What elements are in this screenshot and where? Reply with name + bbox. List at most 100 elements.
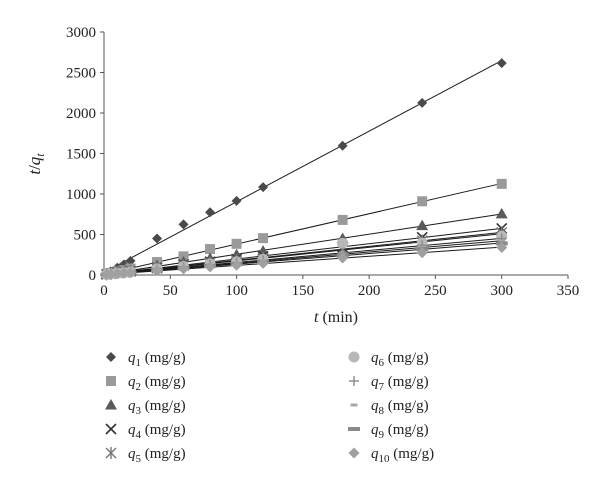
axis-labels: t/qt t (min) — [25, 153, 358, 326]
legend-marker-icon — [105, 447, 117, 459]
legend-item-3: q3 (mg/g) — [105, 398, 186, 417]
legend-marker-icon — [348, 427, 360, 431]
x-tick-label: 0 — [100, 283, 108, 299]
legend-item-2: q2 (mg/g) — [106, 374, 186, 393]
y-tick-label: 1000 — [66, 187, 96, 203]
legend-label: q6 (mg/g) — [371, 350, 429, 369]
legend-marker-icon — [349, 376, 359, 386]
legend-label: q8 (mg/g) — [371, 398, 429, 417]
legend-marker-icon — [106, 352, 116, 362]
legend-label-sub: 1 — [136, 357, 142, 369]
y-tick-label: 0 — [89, 268, 97, 284]
legend-label-sub: 4 — [136, 429, 142, 441]
y-axis-label-sub: t — [33, 153, 47, 157]
data-point — [205, 244, 216, 255]
data-point — [204, 261, 216, 273]
data-point — [257, 257, 269, 269]
legend-label: q2 (mg/g) — [128, 374, 186, 393]
legend-label: q7 (mg/g) — [371, 374, 429, 393]
y-axis-label-t: t — [25, 169, 44, 175]
data-point — [496, 241, 508, 253]
legend-label-q: q — [128, 350, 136, 366]
axes: 0 500 1000 1500 2000 2500 3000 0 50 100 150 200 250 3… — [66, 25, 579, 299]
x-tick-label: 200 — [358, 283, 381, 299]
data-point — [205, 207, 216, 218]
data-point — [151, 265, 163, 277]
data-point — [152, 233, 163, 244]
legend-label-q: q — [371, 422, 379, 438]
fit-lines — [103, 60, 502, 276]
x-tick-label: 300 — [490, 283, 513, 299]
data-point — [258, 233, 269, 244]
trend-line-series-6 — [103, 233, 502, 275]
x-tick-label: 100 — [225, 283, 248, 299]
data-point — [417, 196, 428, 207]
y-axis-label-q: q — [25, 156, 44, 165]
trend-line-series-10 — [103, 246, 502, 276]
data-point — [417, 97, 428, 108]
legend-label-q: q — [371, 374, 379, 390]
legend-label-unit: (mg/g) — [141, 374, 186, 390]
legend-label-sub: 8 — [379, 405, 385, 417]
legend-item-9: q9 (mg/g) — [348, 422, 429, 441]
legend-item-1: q1 (mg/g) — [106, 350, 186, 369]
y-tick-label: 2500 — [66, 66, 96, 82]
y-axis-label-slash: / — [25, 165, 44, 170]
legend-label-q: q — [128, 422, 136, 438]
data-point — [178, 219, 189, 230]
legend-label: q9 (mg/g) — [371, 422, 429, 441]
legend-label-sub: 10 — [379, 453, 391, 465]
data-point — [125, 267, 137, 279]
legend-label: q1 (mg/g) — [128, 350, 186, 369]
data-point — [231, 259, 243, 271]
data-point — [337, 237, 349, 249]
x-axis-label: t (min) — [314, 309, 358, 326]
data-point — [231, 238, 242, 249]
legend-marker-icon — [350, 403, 358, 407]
legend-label-q: q — [371, 350, 379, 366]
legend-label-unit: (mg/g) — [141, 398, 186, 414]
legend-label-sub: 5 — [136, 453, 142, 465]
trend-line-series-9 — [103, 242, 502, 276]
y-tick-label: 1500 — [66, 147, 96, 163]
legend-label-unit: (mg/g) — [384, 398, 429, 414]
data-point — [337, 252, 349, 264]
legend-label-sub: 7 — [379, 381, 385, 393]
legend-label: q5 (mg/g) — [128, 446, 186, 465]
data-point — [118, 267, 130, 279]
legend-item-4: q4 (mg/g) — [105, 422, 186, 441]
legend-label-q: q — [128, 374, 136, 390]
legend-label-sub: 2 — [136, 381, 142, 393]
legend-label-sub: 6 — [379, 357, 385, 369]
legend-item-6: q6 (mg/g) — [348, 350, 429, 369]
legend-item-7: q7 (mg/g) — [349, 374, 429, 393]
y-tick-label: 3000 — [66, 25, 96, 41]
data-point — [495, 207, 508, 219]
y-tick-label: 2000 — [66, 106, 96, 122]
data-point — [111, 268, 123, 280]
legend-label-unit: (mg/g) — [384, 374, 429, 390]
legend-marker-icon — [106, 376, 116, 386]
legend-item-10: q10 (mg/g) — [348, 446, 435, 465]
legend-item-8: q8 (mg/g) — [350, 398, 429, 417]
y-tick-label: 500 — [74, 228, 97, 244]
x-tick-label: 250 — [424, 283, 447, 299]
legend-label-unit: (mg/g) — [384, 422, 429, 438]
legend-label-q: q — [371, 398, 379, 414]
trend-line-series-4 — [103, 227, 502, 275]
legend-label-sub: 9 — [379, 429, 385, 441]
legend-marker-icon — [348, 351, 360, 363]
legend-label-sub: 3 — [136, 405, 142, 417]
legend-label-unit: (mg/g) — [390, 446, 435, 462]
legend-label-unit: (mg/g) — [141, 446, 186, 462]
data-point — [105, 268, 117, 280]
data-points — [100, 58, 508, 281]
legend-label-unit: (mg/g) — [384, 350, 429, 366]
data-point — [178, 263, 190, 275]
data-point — [496, 178, 507, 189]
legend-label: q3 (mg/g) — [128, 398, 186, 417]
x-tick-label: 350 — [557, 283, 580, 299]
data-point — [125, 255, 136, 266]
